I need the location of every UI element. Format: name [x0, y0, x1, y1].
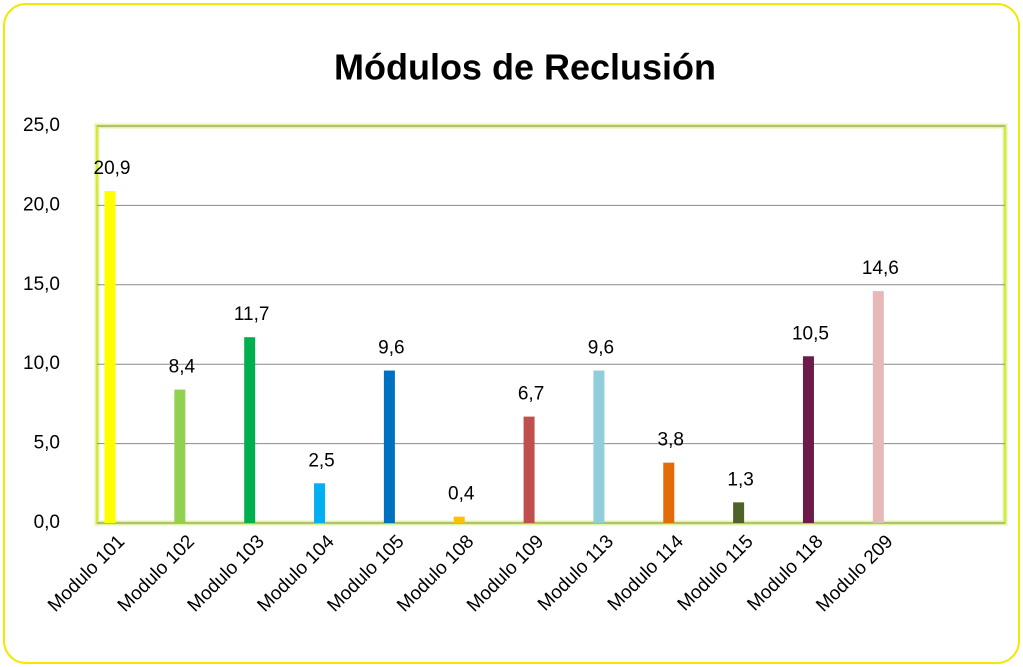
value-label: 9,6 [378, 338, 404, 359]
y-tick-label: 25,0 [23, 115, 60, 136]
y-tick-label: 0,0 [34, 512, 60, 533]
bar [104, 191, 116, 523]
y-tick-label: 5,0 [34, 433, 60, 454]
y-tick-label: 20,0 [23, 194, 60, 215]
bar [383, 370, 395, 523]
y-tick-label: 10,0 [23, 353, 60, 374]
value-label: 2,5 [308, 450, 334, 471]
bar [733, 502, 745, 523]
bar [802, 356, 814, 523]
value-label: 8,4 [169, 357, 196, 378]
bar [593, 370, 605, 523]
value-label: 3,8 [658, 430, 684, 451]
value-label: 6,7 [518, 384, 544, 405]
value-label: 10,5 [792, 323, 829, 344]
bar [453, 516, 465, 523]
value-label: 20,9 [94, 158, 131, 179]
value-label: 9,6 [588, 338, 614, 359]
value-label: 11,7 [234, 304, 270, 325]
bar [872, 291, 884, 523]
bar [174, 389, 186, 523]
bar [314, 483, 326, 523]
bar [663, 462, 675, 523]
y-tick-label: 15,0 [23, 274, 60, 295]
bar [244, 337, 256, 523]
chart-title: Módulos de Reclusión [334, 47, 716, 88]
value-label: 1,3 [727, 469, 753, 490]
chart-frame [3, 3, 1020, 664]
value-label: 14,6 [862, 258, 899, 279]
bar [523, 416, 535, 523]
value-label: 0,4 [448, 484, 475, 505]
